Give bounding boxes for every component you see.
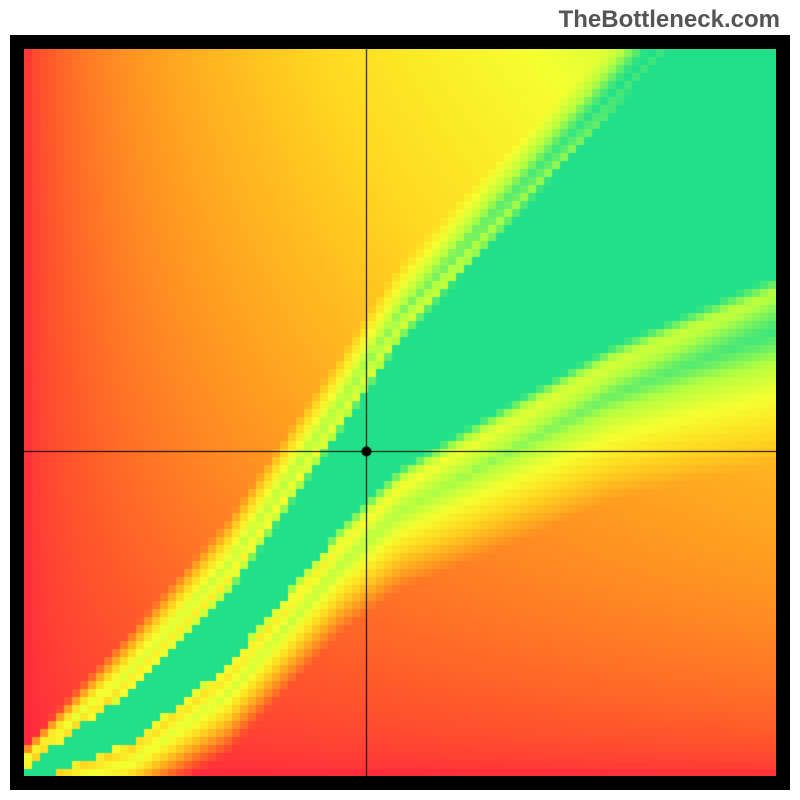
- watermark-text: TheBottleneck.com: [559, 6, 780, 34]
- chart-container: TheBottleneck.com: [0, 0, 800, 800]
- bottleneck-heatmap: [24, 49, 776, 776]
